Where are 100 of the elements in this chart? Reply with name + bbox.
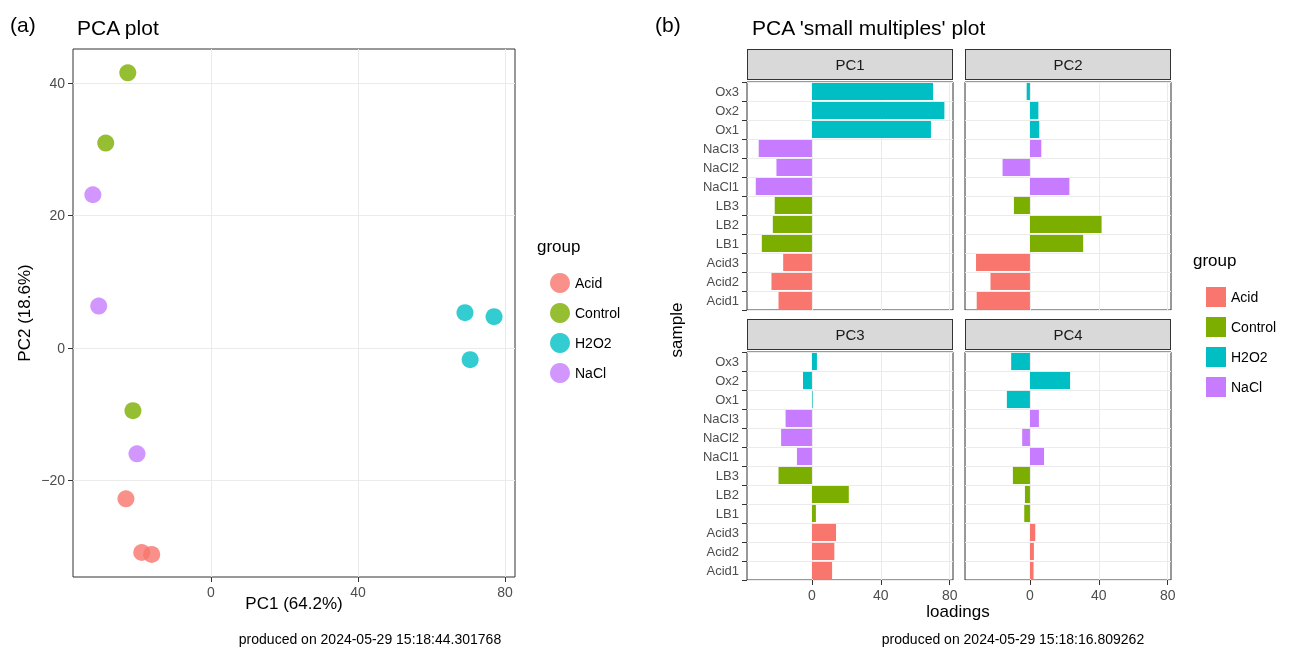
point [485,308,503,326]
y-tick-label: Ox2 [715,103,739,118]
y-tick-label: NaCl2 [702,160,739,175]
x-tick-label: 80 [1159,587,1176,603]
bar [781,428,812,447]
bar [811,542,835,561]
y-tick-label: 0 [57,339,66,356]
bar [976,253,1030,272]
bar [1029,561,1034,580]
panel-header: PC4 [965,319,1171,350]
bar [761,234,812,253]
x-axis-title: PC1 (64.2%) [245,594,343,613]
legend-label: NaCl [1231,379,1263,395]
bar [778,291,812,310]
y-tick-label: 40 [49,74,66,91]
bar [811,504,816,523]
bar [811,82,934,101]
point [119,64,137,82]
x-tick-label: 40 [350,584,366,600]
bar [811,120,931,139]
x-tick-label: 0 [207,584,215,600]
bar [1029,177,1070,196]
y-tick-label: Ox2 [715,373,739,388]
y-tick-label: NaCl3 [702,411,739,426]
bar [772,215,812,234]
legend-title: group [1193,251,1237,270]
y-axis-title: PC2 (18.6%) [14,264,34,362]
bar [1012,466,1030,485]
y-tick-label: Acid1 [706,293,739,308]
y-tick-label: Ox3 [715,354,739,369]
panel-header: PC2 [965,49,1171,80]
x-axis-title: loadings [926,602,990,621]
legend-label: NaCl [575,365,607,381]
bar [778,466,812,485]
bar [1029,234,1084,253]
x-tick-label: 0 [1026,587,1035,603]
legend-label: Acid [575,275,603,291]
legend-label: H2O2 [575,335,612,351]
text: produced on 2024-05-29 15:18:44.301768 [238,631,502,647]
bar [1011,352,1030,371]
y-tick-label: LB2 [715,487,739,502]
legend-label: H2O2 [1231,349,1268,365]
point [117,490,135,508]
bar [1024,504,1030,523]
text: (a) [10,13,36,36]
y-tick-label: Ox1 [715,122,739,137]
x-tick-label: 80 [941,587,958,603]
bar [783,253,812,272]
bar [1029,371,1071,390]
bar [1029,409,1039,428]
y-tick-label: Acid3 [706,255,739,270]
bar [774,196,812,215]
y-tick-label: LB1 [715,236,739,251]
y-tick-label: LB1 [715,506,739,521]
point [97,134,115,152]
bar [776,158,812,177]
bar [976,291,1030,310]
bar [771,272,812,291]
bar [1024,485,1030,504]
y-tick-label: −20 [41,472,66,489]
point [143,545,161,563]
bar [1026,82,1030,101]
legend-title: group [537,237,581,256]
chart-title: PCA plot [77,16,159,39]
bar [1029,542,1034,561]
y-tick-label: LB3 [715,468,739,483]
y-tick-label: Acid1 [706,563,739,578]
bar [755,177,812,196]
y-tick-label: Acid2 [706,544,739,559]
point [461,351,479,369]
bar [1006,390,1030,409]
bar [811,485,849,504]
legend-label: Acid [1231,289,1259,305]
legend-label: Control [1231,319,1277,335]
bar [1013,196,1030,215]
bar [802,371,812,390]
bar [796,447,812,466]
point [124,402,142,420]
point [128,445,146,463]
x-tick-label: 80 [497,584,514,600]
bar [1029,447,1045,466]
chart-title: PCA 'small multiples' plot [752,16,986,39]
bar [811,523,837,542]
bar [785,409,812,428]
bar [811,561,833,580]
y-tick-label: Ox1 [715,392,739,407]
bar [811,101,945,120]
point [84,186,102,204]
x-tick-label: 40 [1091,587,1107,603]
bar [1022,428,1030,447]
y-axis-title: sample [666,302,686,358]
bar [1029,139,1042,158]
y-tick-label: NaCl1 [702,179,739,194]
y-tick-label: Acid2 [706,274,739,289]
bar [1029,523,1036,542]
bar [758,139,812,158]
y-tick-label: LB3 [715,198,739,213]
text: produced on 2024-05-29 15:18:16.809262 [881,631,1145,647]
bar [1029,101,1039,120]
y-tick-label: Ox3 [715,84,739,99]
